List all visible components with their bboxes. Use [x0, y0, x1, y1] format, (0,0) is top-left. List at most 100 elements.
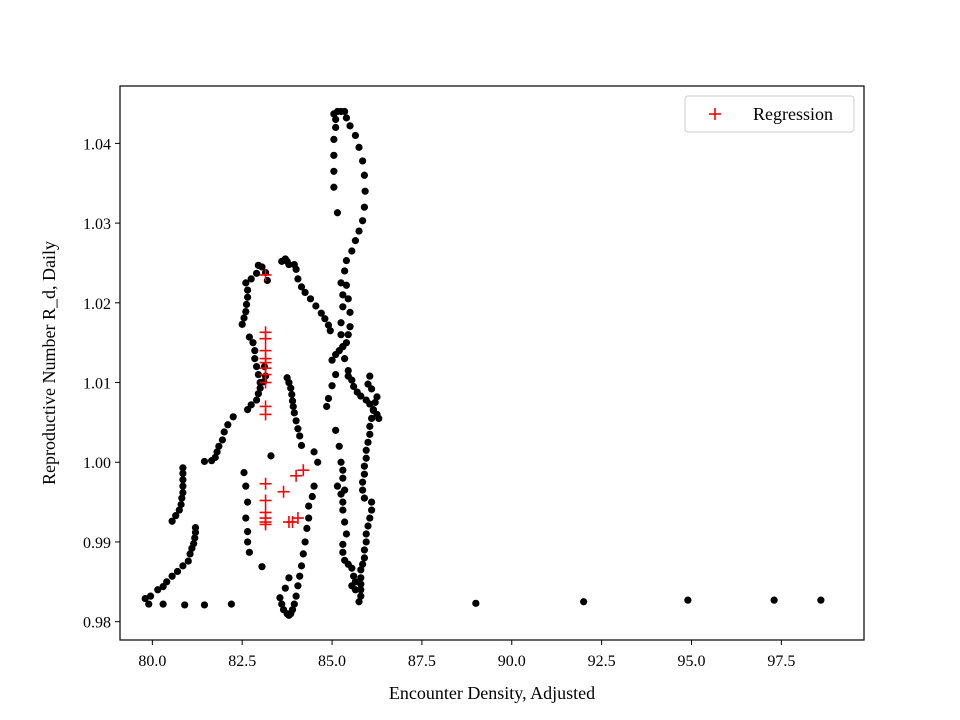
data-point — [362, 538, 370, 546]
data-point — [317, 309, 325, 317]
x-tick-label: 82.5 — [228, 653, 256, 670]
data-point — [366, 514, 374, 522]
data-point — [360, 494, 369, 502]
data-point — [339, 506, 347, 514]
data-point — [146, 592, 155, 600]
data-point — [350, 572, 358, 580]
data-point — [367, 385, 376, 393]
data-point — [294, 275, 302, 283]
data-point — [346, 122, 354, 130]
observed-series — [141, 107, 825, 619]
data-point — [312, 302, 320, 310]
data-point — [332, 426, 340, 434]
data-point — [252, 362, 261, 371]
data-point — [179, 482, 187, 490]
x-axis-label: Encounter Density, Adjusted — [389, 683, 595, 703]
data-point — [254, 390, 262, 398]
data-point — [181, 601, 189, 609]
data-point — [360, 462, 369, 470]
data-point — [305, 502, 313, 510]
data-point — [339, 540, 347, 548]
data-point — [355, 227, 363, 235]
data-point — [179, 562, 187, 570]
data-point — [332, 123, 340, 132]
data-point — [288, 390, 296, 399]
data-point — [296, 432, 304, 440]
data-point — [240, 469, 248, 477]
data-point — [297, 562, 306, 570]
data-point — [290, 600, 298, 608]
regression-point — [297, 464, 310, 477]
y-tick-label: 1.02 — [83, 296, 111, 313]
data-point — [242, 279, 250, 287]
data-point — [297, 441, 306, 450]
data-point — [330, 110, 338, 118]
data-point — [684, 596, 692, 604]
data-point — [242, 307, 250, 316]
data-point — [337, 458, 345, 466]
data-point — [242, 482, 250, 490]
data-point — [294, 582, 302, 590]
data-point — [342, 281, 351, 289]
data-point — [190, 539, 198, 548]
data-point — [299, 550, 307, 558]
data-point — [367, 498, 376, 506]
y-tick-label: 0.98 — [83, 615, 111, 632]
regression-point — [259, 268, 272, 281]
data-point — [364, 438, 372, 446]
data-point — [258, 563, 266, 571]
data-point — [292, 592, 300, 600]
data-point — [290, 409, 298, 417]
data-point — [339, 303, 347, 311]
y-tick-label: 1.04 — [83, 136, 111, 153]
data-point — [360, 203, 369, 211]
data-point — [296, 572, 304, 580]
data-point — [355, 143, 363, 151]
data-point — [254, 370, 262, 379]
data-point — [360, 470, 369, 478]
data-point — [357, 580, 365, 588]
data-point — [367, 414, 376, 422]
data-point — [310, 448, 318, 456]
data-point — [362, 454, 370, 462]
data-point — [369, 406, 377, 415]
data-point — [351, 237, 360, 245]
data-point — [361, 187, 369, 195]
data-point — [339, 548, 347, 556]
legend: Regression — [684, 95, 855, 133]
data-point — [339, 466, 347, 474]
data-point — [324, 394, 333, 403]
data-point — [279, 606, 288, 614]
data-point — [173, 567, 182, 576]
data-point — [324, 321, 333, 329]
x-tick-label: 95.0 — [677, 653, 705, 670]
data-point — [172, 512, 180, 520]
regression-point — [290, 469, 303, 482]
data-point — [360, 546, 369, 554]
data-point — [220, 428, 228, 436]
data-point — [350, 382, 358, 391]
data-point — [258, 263, 266, 271]
data-point — [287, 384, 295, 392]
data-point — [242, 514, 250, 522]
data-point — [359, 486, 367, 494]
y-tick-label: 1.01 — [83, 376, 111, 393]
data-point — [348, 247, 356, 255]
data-point — [252, 396, 261, 404]
data-point — [357, 566, 365, 574]
data-point — [288, 397, 297, 405]
data-point — [330, 135, 338, 144]
data-point — [359, 560, 367, 568]
data-point — [342, 530, 351, 538]
data-point — [332, 115, 340, 124]
data-point — [297, 283, 306, 291]
data-point — [357, 586, 365, 594]
data-point — [357, 392, 365, 400]
data-point — [364, 522, 372, 530]
data-point — [247, 275, 255, 283]
data-point — [292, 417, 300, 425]
regression-point — [259, 332, 272, 345]
data-point — [200, 601, 209, 609]
data-point — [289, 402, 297, 411]
data-point — [159, 600, 167, 608]
